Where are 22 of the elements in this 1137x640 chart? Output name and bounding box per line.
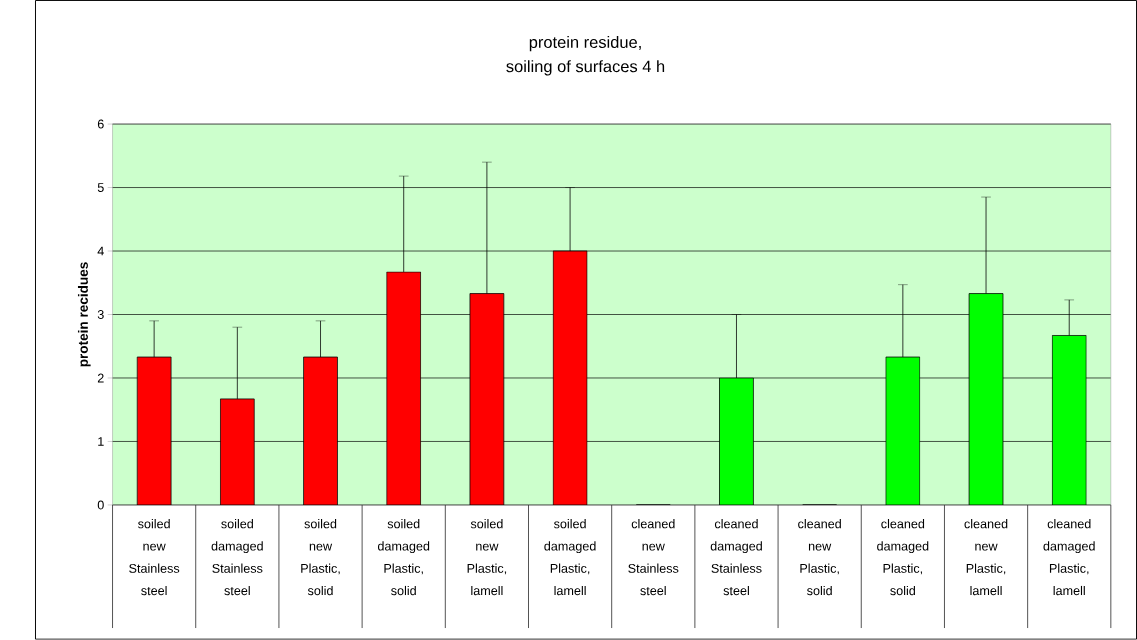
chart-title: protein residue, bbox=[529, 36, 641, 52]
y-tick-label: 1 bbox=[98, 437, 104, 446]
y-tick-label: 5 bbox=[97, 183, 104, 193]
x-tick-label: soiled damaged Plastic, lamell bbox=[544, 519, 596, 596]
x-tick-label: cleaned damaged Plastic, lamell bbox=[1043, 519, 1095, 596]
category-label: cleaned new Stainless steel bbox=[628, 519, 679, 596]
x-tick-label: soiled damaged Plastic, solid bbox=[377, 519, 430, 596]
y-tick-label: 0 bbox=[97, 500, 104, 510]
category-label: cleaned new Plastic, solid bbox=[798, 519, 841, 596]
category-label: cleaned new Plastic, lamell bbox=[964, 519, 1008, 596]
chart-subtitle: soiling of surfaces 4 h bbox=[506, 60, 665, 76]
y-tick-label: 6 bbox=[97, 119, 104, 129]
x-tick-label: soiled damaged Stainless steel bbox=[211, 519, 263, 596]
y-tick-label: 4 bbox=[97, 246, 104, 256]
y-tick-label: 2 bbox=[97, 373, 104, 383]
x-tick-label: cleaned damaged Plastic, solid bbox=[877, 519, 929, 596]
x-tick-label: cleaned damaged Stainless steel bbox=[710, 519, 762, 596]
category-label: soiled new Plastic, lamell bbox=[467, 519, 507, 596]
y-tick-label: 3 bbox=[97, 310, 104, 320]
category-label: soiled new Plastic, solid bbox=[301, 519, 340, 596]
category-label: soiled new Stainless steel bbox=[129, 519, 180, 596]
y-axis-title: protein recidues bbox=[77, 262, 91, 367]
